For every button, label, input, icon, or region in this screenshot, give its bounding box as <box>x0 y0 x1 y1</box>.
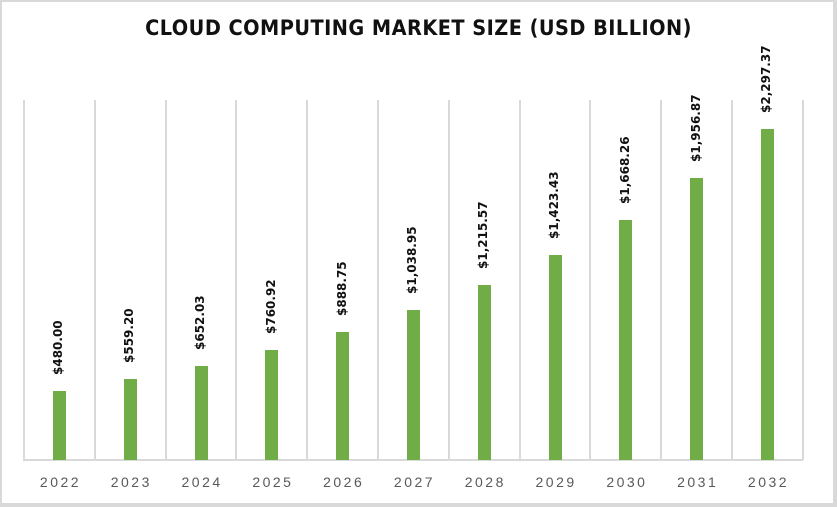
x-tick-label: 2032 <box>747 474 790 490</box>
bar-2027 <box>406 310 420 460</box>
chart-title: CLOUD COMPUTING MARKET SIZE (USD BILLION… <box>145 16 692 40</box>
x-tick-label: 2028 <box>464 474 506 490</box>
gridline <box>660 100 663 460</box>
bar-2031 <box>690 178 704 460</box>
data-label: $2,297.37 <box>759 45 774 114</box>
data-label: $559.20 <box>122 308 137 364</box>
data-label: $1,668.26 <box>617 136 632 204</box>
x-tick-label: 2022 <box>39 474 82 490</box>
gridline <box>235 100 238 460</box>
x-tick-label: 2027 <box>393 474 436 490</box>
data-label: $888.75 <box>334 261 349 317</box>
bar-2022 <box>52 390 66 460</box>
x-tick-label: 2031 <box>677 474 719 490</box>
x-tick-label: 2029 <box>535 474 577 490</box>
data-label: $652.03 <box>193 295 207 351</box>
bar-2025 <box>265 350 279 460</box>
bar-2026 <box>336 332 350 460</box>
bar-2029 <box>548 255 562 460</box>
data-label: $1,956.87 <box>688 94 703 163</box>
x-tick-label: 2025 <box>252 474 294 490</box>
gridline <box>23 100 25 460</box>
gridline <box>801 100 804 460</box>
bar-2030 <box>619 219 633 460</box>
x-tick-label: 2026 <box>323 474 365 490</box>
gridline <box>164 100 167 460</box>
gridline <box>306 100 309 460</box>
bar-2028 <box>477 284 491 460</box>
gridline <box>518 100 521 460</box>
data-label: $760.92 <box>263 279 278 335</box>
bar-2023 <box>123 379 137 460</box>
x-tick-label: 2023 <box>110 474 152 490</box>
plot-area: $480.00 $559.20 $652.03 $760.92 $888.75 $1,03… <box>23 46 804 461</box>
gridline <box>589 100 592 460</box>
data-label: $480.00 <box>51 320 66 375</box>
x-axis-line <box>23 459 803 461</box>
data-label: $1,423.43 <box>547 171 561 240</box>
bar-2032 <box>760 129 774 460</box>
data-label: $1,215.57 <box>476 201 491 269</box>
data-label: $1,038.95 <box>405 226 420 295</box>
gridline <box>731 100 733 460</box>
gridline <box>377 100 379 460</box>
x-tick-label: 2024 <box>181 474 223 490</box>
gridline <box>447 100 450 460</box>
gridline <box>93 100 96 460</box>
bar-2024 <box>194 366 208 460</box>
x-tick-label: 2030 <box>606 474 648 490</box>
